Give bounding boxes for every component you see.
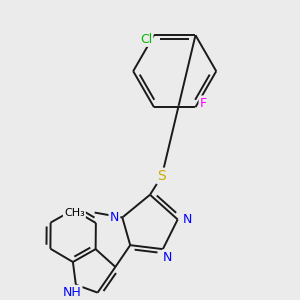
Text: Cl: Cl [140,33,152,46]
Text: CH₃: CH₃ [64,208,85,218]
Text: F: F [200,97,207,110]
Text: NH: NH [62,286,81,299]
Text: S: S [158,169,166,183]
Text: N: N [163,250,172,263]
Text: N: N [110,211,119,224]
Text: N: N [183,213,192,226]
